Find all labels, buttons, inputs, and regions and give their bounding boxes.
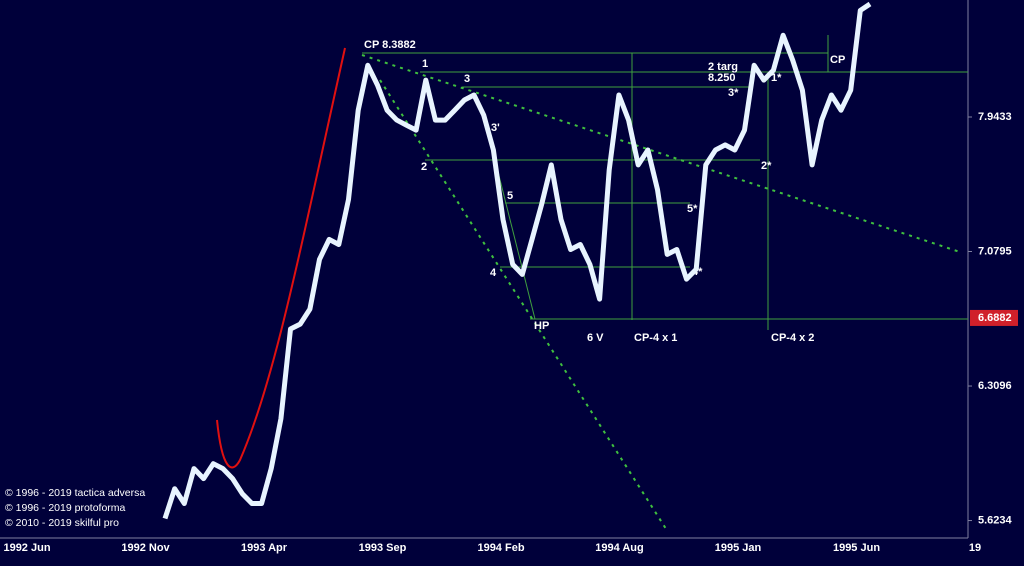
- annotation: 3': [491, 122, 500, 134]
- last-value-label: 6.6882: [978, 312, 1012, 324]
- annotation: 6 V: [587, 332, 604, 344]
- y-tick-label: 5.6234: [978, 514, 1013, 526]
- copyright: © 1996 - 2019 tactica adversa: [5, 487, 145, 499]
- annotation: 3: [464, 73, 470, 85]
- copyright: © 2010 - 2019 skilful pro: [5, 517, 119, 529]
- x-tick-label: 1994 Feb: [477, 542, 524, 554]
- annotation: 4: [490, 267, 497, 279]
- annotation: 2: [421, 161, 427, 173]
- x-tick-label: 19: [969, 542, 981, 554]
- x-tick-label: 1992 Jun: [3, 542, 50, 554]
- y-tick-label: 7.0795: [978, 245, 1012, 257]
- x-tick-label: 1993 Sep: [359, 542, 407, 554]
- x-tick-label: 1995 Jun: [833, 542, 880, 554]
- annotation: CP 8.3882: [364, 39, 416, 51]
- annotation: HP: [534, 320, 549, 332]
- price-line: [162, 1, 872, 520]
- annotation: 4*: [692, 266, 703, 278]
- annotation: CP-4 x 2: [771, 332, 814, 344]
- annotation: 1: [422, 58, 428, 70]
- copyright: © 1996 - 2019 protoforma: [5, 502, 126, 514]
- annotation: CP-4 x 1: [634, 332, 677, 344]
- last-value-box: [970, 309, 1018, 326]
- x-tick-label: 1992 Nov: [121, 542, 170, 554]
- annotation: 2 targ: [708, 61, 738, 73]
- annotation: 3*: [728, 87, 739, 99]
- annotation: 5: [507, 190, 513, 202]
- y-tick-label: 7.9433: [978, 111, 1012, 123]
- x-tick-label: 1994 Aug: [595, 542, 644, 554]
- annotation: 2*: [761, 160, 772, 172]
- annotation: 5*: [687, 203, 698, 215]
- x-tick-label: 1995 Jan: [715, 542, 762, 554]
- annotation: CP: [830, 54, 845, 66]
- x-tick-label: 1993 Apr: [241, 542, 288, 554]
- y-tick-label: 6.3096: [978, 380, 1012, 392]
- annotation: 8.250: [708, 72, 736, 84]
- annotation: 1*: [771, 72, 782, 84]
- annotations: CP 8.3882 1 2 3 3' 4 5 HP 6 V CP-4 x 1 C…: [364, 39, 845, 344]
